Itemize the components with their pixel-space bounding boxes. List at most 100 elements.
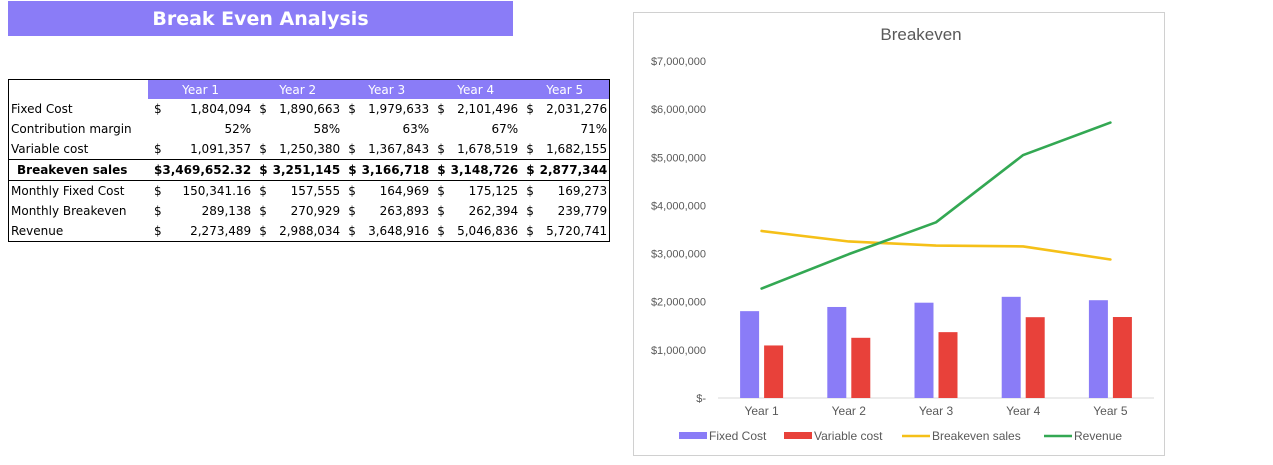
table-cell: $3,469,652.32	[148, 159, 254, 181]
currency-symbol: $	[526, 184, 534, 198]
year-header-row: Year 1 Year 2 Year 3 Year 4 Year 5	[9, 79, 610, 99]
table-row: Breakeven sales $3,469,652.32 $3,251,145 $3…	[8, 159, 610, 181]
cell-value: 3,148,726	[450, 163, 519, 177]
currency-symbol	[255, 122, 259, 136]
cell-value: 3,166,718	[361, 163, 430, 177]
x-tick-label: Year 4	[1006, 404, 1041, 418]
currency-symbol	[344, 122, 348, 136]
row-label: Contribution margin	[11, 122, 132, 136]
legend-label: Fixed Cost	[709, 429, 767, 443]
currency-symbol: $	[437, 184, 445, 198]
table-cell: 58%	[253, 119, 342, 139]
line-revenue	[760, 121, 1112, 290]
row-label: Variable cost	[11, 142, 89, 156]
currency-symbol: $	[526, 142, 534, 156]
table-cell: $1,678,519	[431, 139, 520, 160]
currency-symbol: $	[348, 204, 356, 218]
currency-symbol: $	[348, 224, 356, 238]
cell-value: 1,979,633	[368, 102, 430, 116]
cell-value: 270,929	[290, 204, 341, 218]
currency-symbol: $	[348, 102, 356, 116]
currency-symbol: $	[259, 142, 267, 156]
bar-variable-cost	[938, 332, 958, 398]
table-cell: $289,138	[148, 201, 253, 221]
bar-fixed-cost	[1001, 296, 1021, 398]
table-cell: $239,779	[520, 201, 610, 221]
table-cell: $3,166,718	[342, 159, 432, 181]
cell-value: 262,394	[468, 204, 519, 218]
table-cell: $157,555	[253, 181, 342, 202]
breakeven-table: Year 1 Year 2 Year 3 Year 4 Year 5 Fixed Cost…	[8, 79, 611, 242]
x-tick-label: Year 2	[832, 404, 867, 418]
currency-symbol: $	[437, 163, 446, 177]
cell-value: 52%	[224, 122, 252, 136]
table-row: Contribution margin 52% 58% 63% 67% 71%	[9, 119, 610, 139]
table-cell: $1,890,663	[253, 99, 342, 119]
currency-symbol: $	[348, 163, 357, 177]
sheet-title-banner: Break Even Analysis	[8, 1, 513, 36]
row-label: Breakeven sales	[8, 159, 148, 181]
table-cell: $1,250,380	[253, 139, 342, 160]
currency-symbol	[433, 122, 437, 136]
y-tick-label: $-	[696, 393, 706, 405]
cell-value: 1,678,519	[457, 142, 519, 156]
currency-symbol: $	[526, 163, 535, 177]
currency-symbol: $	[437, 224, 445, 238]
table-cell: 52%	[148, 119, 253, 139]
y-tick-label: $5,000,000	[651, 152, 706, 164]
x-tick-label: Year 5	[1093, 404, 1128, 418]
legend-label: Breakeven sales	[932, 429, 1021, 443]
table-cell: $1,804,094	[148, 99, 253, 119]
currency-symbol: $	[259, 163, 268, 177]
currency-symbol: $	[154, 142, 162, 156]
cell-value: 169,273	[557, 184, 608, 198]
cell-value: 1,804,094	[190, 102, 252, 116]
cell-value: 164,969	[379, 184, 430, 198]
table-row: Fixed Cost $1,804,094 $1,890,663 $1,979,633…	[9, 99, 610, 119]
table-cell: 63%	[342, 119, 431, 139]
table-cell: $169,273	[520, 181, 610, 202]
year-header: Year 1	[148, 79, 254, 99]
year-header: Year 3	[342, 79, 432, 99]
cell-value: 2,988,034	[279, 224, 341, 238]
cell-value: 157,555	[290, 184, 341, 198]
currency-symbol: $	[259, 184, 267, 198]
cell-value: 2,877,344	[539, 163, 608, 177]
x-tick-label: Year 3	[919, 404, 954, 418]
currency-symbol: $	[437, 204, 445, 218]
y-tick-label: $3,000,000	[651, 249, 706, 261]
cell-value: 3,648,916	[368, 224, 430, 238]
table-cell: $2,101,496	[431, 99, 520, 119]
table-cell: $1,979,633	[342, 99, 431, 119]
cell-value: 5,046,836	[457, 224, 519, 238]
breakeven-chart: Breakeven $- $1,000,000 $2,000,000 $3,000,00…	[633, 12, 1165, 456]
currency-symbol: $	[154, 102, 162, 116]
currency-symbol: $	[437, 142, 445, 156]
table-cell: 71%	[520, 119, 610, 139]
bar-fixed-cost	[740, 311, 760, 398]
row-label: Fixed Cost	[11, 102, 73, 116]
cell-value: 58%	[313, 122, 341, 136]
legend-swatch	[679, 432, 707, 439]
currency-symbol: $	[526, 204, 534, 218]
bar-fixed-cost	[1088, 300, 1108, 398]
table-cell: 67%	[431, 119, 520, 139]
cell-value: 1,890,663	[279, 102, 341, 116]
cell-value: 2,101,496	[457, 102, 519, 116]
table-cell: $262,394	[431, 201, 520, 221]
table-cell: $1,091,357	[148, 139, 253, 160]
currency-symbol: $	[437, 102, 445, 116]
table-cell: $263,893	[342, 201, 431, 221]
table-cell: $5,046,836	[431, 221, 520, 242]
cell-value: 3,469,652.32	[162, 163, 252, 177]
currency-symbol	[150, 122, 154, 136]
legend-label: Revenue	[1074, 429, 1122, 443]
y-tick-label: $7,000,000	[651, 56, 706, 68]
table-cell: $164,969	[342, 181, 431, 202]
line-breakeven-sales	[760, 229, 1112, 261]
table-cell: $3,148,726	[431, 159, 521, 181]
cell-value: 2,273,489	[190, 224, 252, 238]
cell-value: 289,138	[201, 204, 252, 218]
currency-symbol: $	[259, 224, 267, 238]
cell-value: 1,682,155	[546, 142, 608, 156]
